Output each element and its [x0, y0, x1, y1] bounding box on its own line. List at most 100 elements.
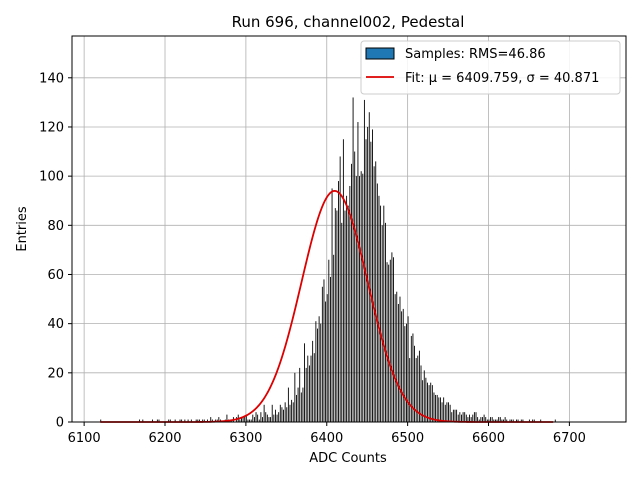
histogram-bar — [169, 419, 171, 422]
histogram-bar — [512, 419, 514, 422]
histogram-bar — [333, 254, 335, 422]
histogram-bar — [393, 257, 394, 422]
histogram-bar — [247, 419, 249, 422]
histogram-bar — [245, 414, 247, 422]
legend-samples-label: Samples: RMS=46.86 — [405, 47, 546, 62]
histogram-bar — [444, 404, 446, 422]
histogram-bar — [218, 417, 220, 422]
histogram-bar — [226, 414, 228, 422]
histogram-bar — [339, 156, 341, 422]
histogram-bar — [100, 419, 102, 422]
histogram-bar — [253, 417, 255, 422]
histogram-bar — [528, 419, 530, 422]
legend: Samples: RMS=46.86 Fit: μ = 6409.759, σ … — [360, 40, 621, 95]
y-tick-label: 140 — [39, 71, 64, 86]
histogram-bar — [467, 417, 469, 422]
histogram-bar — [406, 323, 407, 422]
y-tick-label: 80 — [47, 219, 64, 234]
histogram-bar — [509, 419, 511, 422]
histogram-bar — [457, 414, 459, 422]
histogram-bar — [456, 409, 458, 422]
histogram-bar — [328, 259, 330, 422]
histogram-bar — [321, 286, 323, 422]
histogram-bar — [307, 355, 309, 422]
histogram-bar — [428, 385, 430, 422]
x-axis-label: ADC Counts — [309, 451, 387, 466]
histogram-bar — [475, 412, 477, 422]
histogram-bar — [342, 139, 344, 422]
histogram-bar — [517, 419, 519, 422]
histogram-bar — [352, 97, 354, 422]
histogram-bar — [383, 205, 385, 422]
histogram-bar — [341, 222, 343, 422]
histogram-bar — [486, 419, 488, 422]
histogram-bar — [381, 225, 383, 422]
histogram-bar — [241, 417, 242, 422]
histogram-bar — [338, 181, 339, 422]
histogram-bar — [326, 294, 328, 422]
histogram-bar — [482, 417, 483, 422]
histogram-bar — [516, 419, 517, 422]
histogram-bar — [483, 414, 485, 422]
histogram-bar — [433, 392, 435, 422]
histogram-bar — [360, 171, 362, 422]
histogram-bar — [459, 412, 461, 422]
histogram-bar — [331, 188, 333, 422]
histogram-bar — [488, 419, 490, 422]
histogram-bar — [409, 358, 411, 422]
x-axis-ticks: 6100 6200 6300 6400 6500 6600 6700 — [68, 422, 586, 446]
histogram-bar — [262, 417, 263, 422]
histogram-bar — [249, 419, 251, 422]
histogram-bar — [504, 417, 506, 422]
histogram-bar — [274, 409, 276, 422]
histogram-bar — [355, 176, 357, 422]
histogram-bar — [323, 279, 325, 422]
histogram-bar — [402, 308, 404, 422]
histogram-bar — [425, 377, 427, 422]
histogram-bar — [184, 419, 186, 422]
histogram-bar — [485, 417, 487, 422]
histogram-bar — [142, 419, 144, 422]
histogram-bar — [313, 353, 315, 422]
histogram-bar — [378, 195, 380, 422]
histogram-bar — [312, 340, 314, 422]
histogram-bar — [152, 419, 153, 422]
histogram-bar — [417, 355, 419, 422]
histogram-bar — [279, 404, 281, 422]
histogram-bar — [533, 419, 535, 422]
histogram-bar — [499, 417, 501, 422]
histogram-bar — [365, 139, 367, 422]
histogram-bar — [430, 382, 432, 422]
legend-samples-swatch — [365, 47, 395, 60]
histogram-bar — [190, 419, 192, 422]
histogram-bar — [490, 417, 492, 422]
x-tick-label: 6600 — [472, 431, 505, 446]
histogram-bar — [179, 419, 181, 422]
histogram-bar — [195, 419, 197, 422]
histogram-bar — [270, 417, 272, 422]
histogram-bar — [431, 385, 433, 422]
y-tick-label: 100 — [39, 170, 64, 185]
y-tick-label: 20 — [47, 366, 64, 381]
histogram-bar — [389, 259, 391, 422]
histogram-bar — [318, 316, 320, 422]
histogram-bar — [401, 311, 403, 422]
histogram-bar — [271, 404, 273, 422]
histogram-bar — [207, 419, 208, 422]
histogram-bar — [292, 402, 294, 422]
histogram-bar — [158, 419, 160, 422]
histogram-bar — [522, 419, 524, 422]
histogram-bar — [464, 412, 466, 422]
histogram-bar — [252, 414, 254, 422]
histogram-bar — [438, 397, 440, 422]
histogram-bar — [473, 412, 475, 422]
histogram-bar — [354, 151, 356, 422]
histogram-bar — [394, 294, 396, 422]
histogram-bar — [211, 419, 213, 422]
histogram-bar — [302, 387, 304, 422]
histogram-bar — [532, 419, 534, 422]
histogram-bar — [454, 409, 456, 422]
histogram-bar — [423, 370, 425, 422]
histogram-bar — [407, 316, 409, 422]
histogram-bar — [376, 183, 378, 422]
